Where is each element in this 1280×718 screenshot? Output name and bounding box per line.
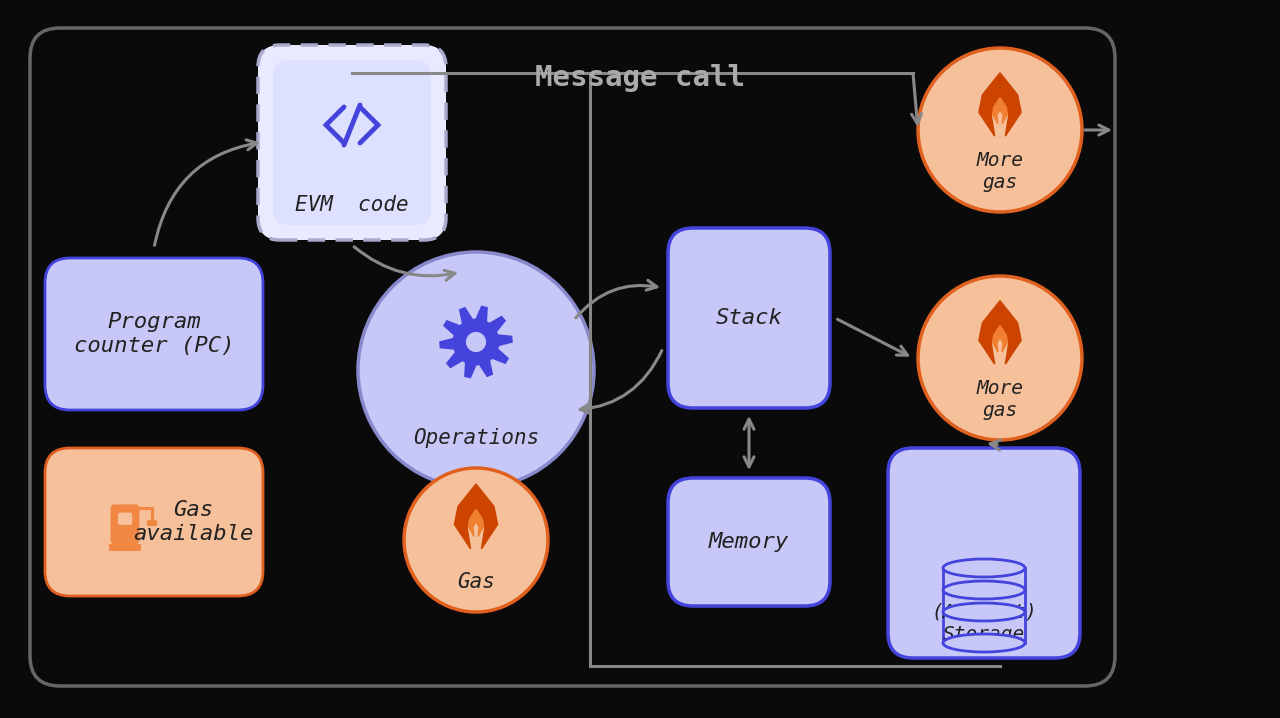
- Polygon shape: [979, 73, 1021, 136]
- FancyBboxPatch shape: [110, 505, 140, 544]
- FancyBboxPatch shape: [116, 512, 133, 526]
- FancyBboxPatch shape: [668, 228, 829, 408]
- Polygon shape: [454, 484, 498, 549]
- Polygon shape: [979, 301, 1021, 364]
- Text: Gas: Gas: [457, 572, 495, 592]
- Polygon shape: [440, 307, 512, 378]
- Polygon shape: [992, 326, 1007, 352]
- Polygon shape: [468, 509, 484, 536]
- Text: EVM  code: EVM code: [296, 195, 408, 215]
- Ellipse shape: [943, 634, 1025, 652]
- Polygon shape: [992, 98, 1007, 124]
- Ellipse shape: [943, 603, 1025, 621]
- FancyBboxPatch shape: [147, 520, 157, 526]
- FancyBboxPatch shape: [888, 448, 1080, 658]
- Circle shape: [358, 252, 594, 488]
- Ellipse shape: [943, 559, 1025, 577]
- Text: Operations: Operations: [413, 428, 539, 448]
- FancyBboxPatch shape: [259, 45, 445, 240]
- Text: Gas
available: Gas available: [133, 500, 253, 544]
- Text: Memory: Memory: [709, 532, 790, 552]
- Circle shape: [918, 276, 1082, 440]
- Text: Program
counter (PC): Program counter (PC): [74, 312, 234, 355]
- Circle shape: [918, 48, 1082, 212]
- Circle shape: [465, 330, 488, 353]
- FancyBboxPatch shape: [45, 448, 262, 596]
- FancyBboxPatch shape: [109, 544, 141, 551]
- FancyBboxPatch shape: [668, 478, 829, 606]
- FancyBboxPatch shape: [273, 60, 431, 225]
- Text: More
gas: More gas: [977, 151, 1024, 192]
- Ellipse shape: [943, 581, 1025, 599]
- Text: Message call: Message call: [535, 64, 745, 92]
- Text: Stack: Stack: [716, 308, 782, 328]
- Text: (Account)
Storage: (Account) Storage: [931, 602, 1037, 643]
- FancyBboxPatch shape: [29, 28, 1115, 686]
- Text: More
gas: More gas: [977, 380, 1024, 421]
- Circle shape: [404, 468, 548, 612]
- Bar: [943, 568, 1025, 643]
- FancyBboxPatch shape: [45, 258, 262, 410]
